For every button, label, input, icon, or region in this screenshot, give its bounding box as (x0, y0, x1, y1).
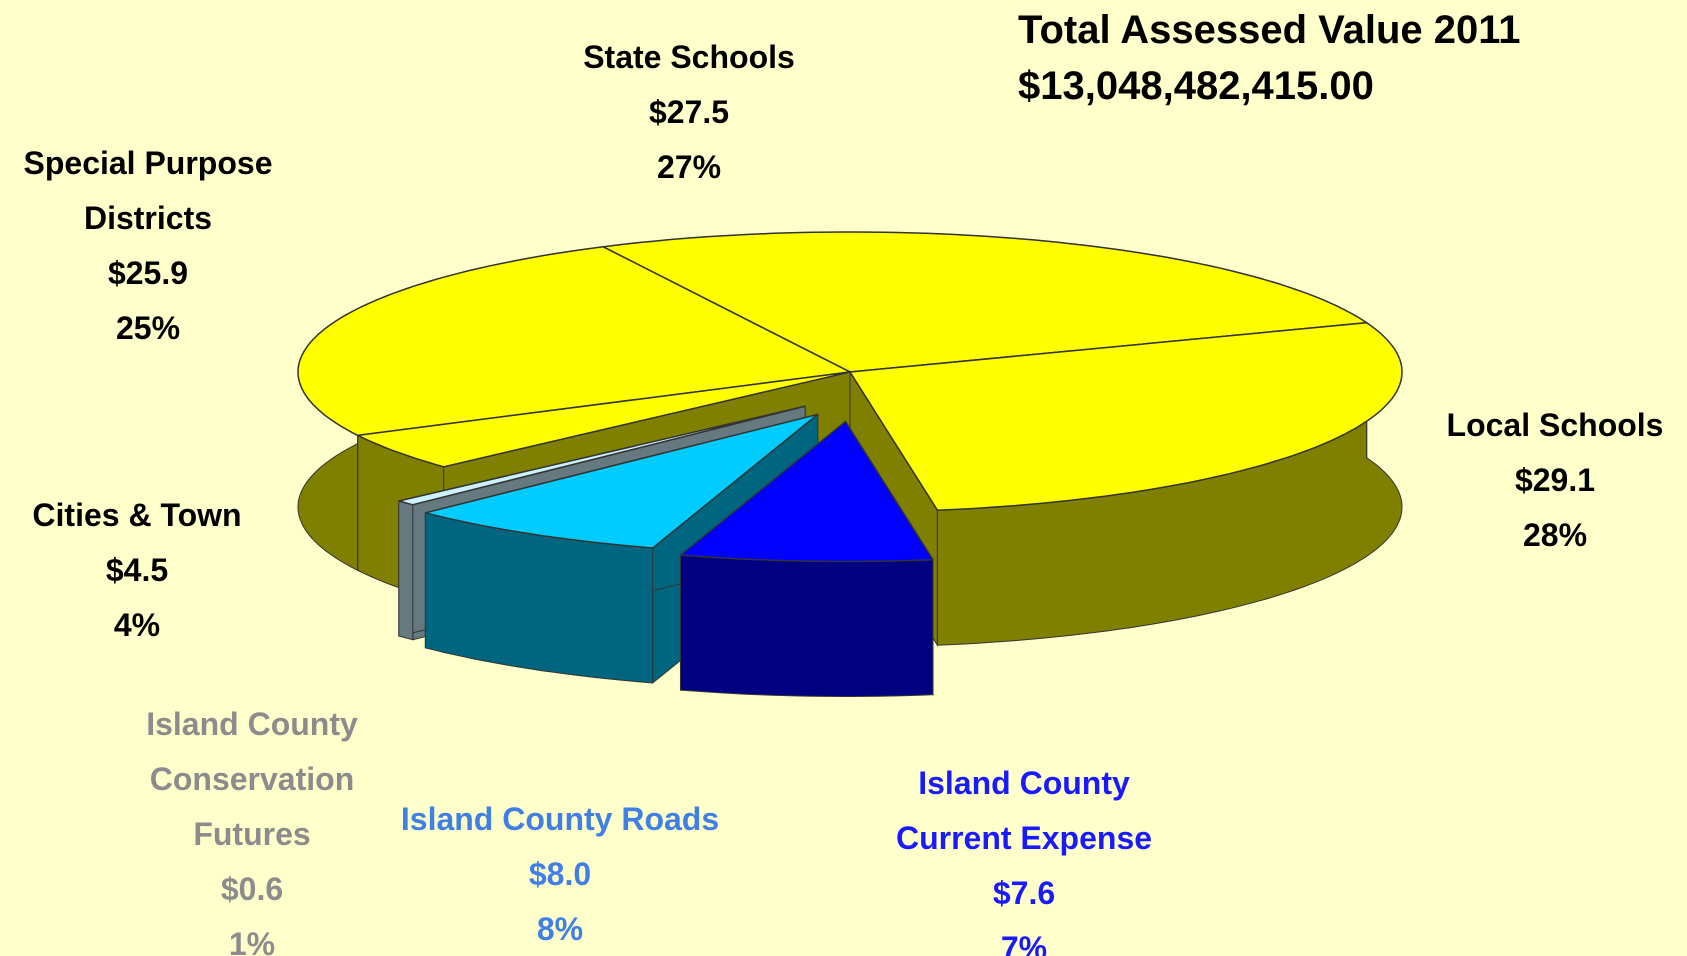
percent-label: 4% (113, 607, 161, 643)
category-label: Cities & Town (32, 497, 242, 533)
percent-label: 1% (228, 926, 276, 956)
slice (297, 246, 853, 437)
value-label: $27.5 (648, 94, 730, 130)
category-label: Special Purpose Districts (23, 145, 273, 236)
slice-label: Special Purpose Districts $25.9 25% (0, 136, 298, 356)
category-label: State Schools (583, 39, 795, 75)
slice-label: State Schools $27.5 27% (539, 30, 839, 195)
slice (600, 231, 1369, 373)
slice-label: Island County Current Expense $7.6 7% (874, 756, 1174, 956)
slice (848, 321, 1403, 511)
value-label: $25.9 (107, 255, 189, 291)
percent-label: 28% (1522, 517, 1588, 553)
percent-label: 8% (536, 911, 584, 947)
value-label: $7.6 (992, 875, 1056, 911)
slice (425, 413, 819, 549)
slice (678, 420, 935, 563)
percent-label: 7% (1000, 930, 1048, 956)
percent-label: 27% (656, 149, 722, 185)
category-label: Island County Current Expense (895, 765, 1153, 856)
slice-label: Local Schools $29.1 28% (1415, 398, 1687, 563)
slice-side (680, 554, 934, 697)
value-label: $8.0 (528, 856, 592, 892)
slice-label: Cities & Town $4.5 4% (0, 488, 277, 653)
slice-side (398, 500, 414, 641)
chart-subtitle: $13,048,482,415.00 (1018, 64, 1374, 108)
chart-title: Total Assessed Value 2011 (1018, 8, 1521, 52)
slice-label: Island County Conservation Futures $0.6 1% (127, 697, 377, 956)
category-label: Local Schools (1446, 407, 1664, 443)
slice-label: Island County Roads $8.0 8% (380, 792, 740, 956)
percent-label: 25% (115, 310, 181, 346)
value-label: $4.5 (105, 552, 169, 588)
category-label: Island County Conservation Futures (146, 706, 358, 852)
value-label: $0.6 (220, 871, 284, 907)
category-label: Island County Roads (400, 801, 720, 837)
slice (355, 371, 851, 468)
slice (398, 405, 806, 506)
value-label: $29.1 (1514, 462, 1596, 498)
